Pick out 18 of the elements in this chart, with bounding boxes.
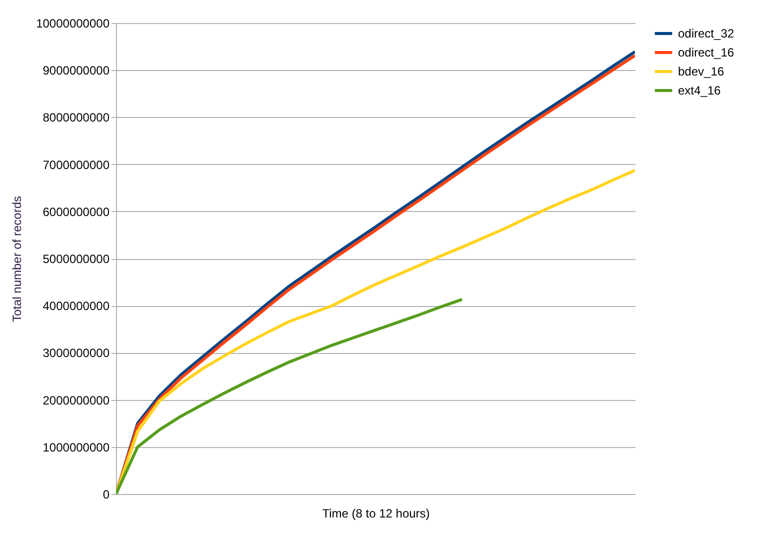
- legend-label: odirect_16: [678, 46, 734, 60]
- y-tick-label: 5000000000: [42, 252, 110, 266]
- y-tick-label: 1000000000: [42, 440, 110, 454]
- y-tick-label: 6000000000: [42, 204, 110, 219]
- y-tick-label: 8000000000: [42, 110, 110, 125]
- legend-label: ext4_16: [678, 84, 722, 98]
- y-tick-label: 7000000000: [42, 158, 110, 172]
- y-tick-label: 2000000000: [42, 393, 110, 408]
- line-series: [116, 298, 464, 494]
- y-axis-title: Total number of records: [10, 196, 24, 322]
- legend-label: bdev_16: [678, 64, 724, 78]
- y-tick-label: 0: [102, 488, 110, 502]
- y-tick-label: 3000000000: [42, 346, 110, 360]
- x-axis-title: Time (8 to 12 hours): [322, 506, 430, 520]
- legend-label: odirect_32: [678, 26, 734, 40]
- y-tick-label: 4000000000: [42, 299, 110, 314]
- y-tick-label: 9000000000: [42, 64, 110, 78]
- y-tick-label: 10000000000: [36, 16, 110, 30]
